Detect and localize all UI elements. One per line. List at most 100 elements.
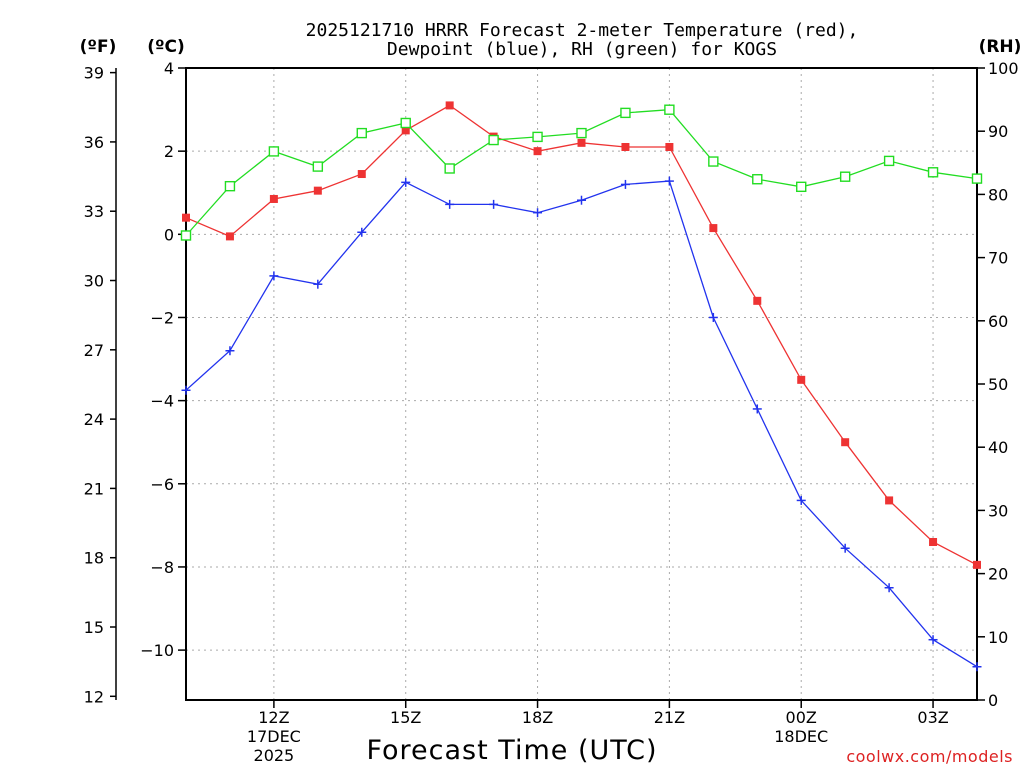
rh-point	[356, 127, 367, 139]
x-tick-label: 03Z	[917, 708, 948, 727]
rh-tick-label: 60	[988, 312, 1008, 331]
temperature-point	[665, 143, 674, 151]
watermark-text: coolwx.com/models	[846, 747, 1013, 766]
fahrenheit-tick-label: 24	[84, 410, 104, 429]
dewpoint-point	[577, 195, 586, 205]
temperature-point	[797, 375, 806, 384]
fahrenheit-tick-label: 12	[84, 687, 104, 706]
chart-title-line2: Dewpoint (blue), RH (green) for KOGS	[387, 39, 777, 60]
dewpoint-point	[401, 177, 411, 187]
temperature-point	[533, 147, 542, 156]
rh-point	[444, 163, 455, 174]
celsius-tick-label: 2	[164, 142, 174, 161]
fahrenheit-tick-label: 39	[84, 64, 104, 83]
rh-tick-label: 80	[988, 185, 1008, 204]
dewpoint-point	[489, 199, 499, 209]
fahrenheit-tick-label: 18	[84, 549, 104, 568]
fahrenheit-tick-label: 33	[84, 202, 104, 221]
fahrenheit-tick-label: 21	[84, 479, 104, 498]
dewpoint-point	[972, 662, 982, 672]
fahrenheit-tick-label: 36	[84, 133, 104, 152]
celsius-tick-label: −6	[150, 475, 174, 494]
temperature-point	[885, 496, 894, 505]
x-tick-label: 21Z	[654, 708, 685, 727]
temperature-point	[709, 224, 718, 233]
x-axis-label: Forecast Time (UTC)	[366, 735, 657, 766]
dewpoint-point	[928, 635, 938, 645]
dewpoint-point	[840, 543, 850, 553]
rh-point	[620, 107, 631, 119]
rh-point	[796, 181, 807, 193]
celsius-tick-label: 0	[164, 225, 174, 244]
celsius-tick-label: −2	[150, 308, 174, 327]
temperature-line	[185, 104, 978, 566]
grid-lines	[186, 68, 977, 700]
dewpoint-point	[796, 495, 806, 505]
rh-tick-label: 10	[988, 628, 1008, 647]
celsius-tick-label: −4	[150, 392, 174, 411]
temperature-point	[973, 560, 981, 569]
rh-tick-label: 90	[988, 122, 1008, 141]
rh-point	[927, 167, 939, 178]
rh-point	[752, 174, 763, 185]
data-series	[180, 101, 983, 672]
temperature-point	[313, 186, 322, 195]
rh-tick-label: 0	[988, 691, 998, 710]
rh-point	[400, 117, 411, 129]
unit-rh-label: (RH)	[979, 37, 1022, 57]
temperature-point	[269, 194, 278, 203]
temperature-point	[929, 538, 938, 546]
temperature-point	[357, 170, 366, 179]
dewpoint-point	[664, 176, 674, 186]
temperature-point	[621, 143, 630, 151]
temperature-point	[841, 438, 850, 447]
x-tick-date-label: 17DEC	[247, 727, 301, 746]
rh-point	[839, 171, 851, 182]
dewpoint-point	[181, 385, 191, 395]
series-dewpoint	[181, 176, 982, 672]
rh-tick-label: 50	[988, 375, 1008, 394]
dewpoint-point	[445, 199, 455, 209]
celsius-tick-label: 4	[164, 59, 174, 78]
temperature-point	[182, 213, 190, 222]
rh-point	[488, 134, 499, 146]
x-tick-label: 15Z	[390, 708, 421, 727]
rh-tick-label: 20	[988, 565, 1008, 584]
plot-frame	[185, 67, 978, 701]
x-tick-label: 12Z	[258, 708, 289, 727]
rh-point	[883, 155, 895, 167]
dewpoint-point	[225, 346, 235, 356]
temperature-point	[401, 126, 410, 135]
rh-point	[576, 127, 587, 139]
dewpoint-point	[620, 179, 630, 189]
dewpoint-point	[269, 271, 279, 281]
fahrenheit-tick-label: 27	[84, 341, 104, 360]
temperature-point	[225, 232, 234, 241]
x-tick-year-label: 2025	[254, 746, 295, 765]
fahrenheit-tick-label: 15	[84, 618, 104, 637]
celsius-tick-label: −8	[150, 558, 174, 577]
dewpoint-point	[708, 312, 718, 322]
rh-tick-label: 40	[988, 438, 1008, 457]
temperature-point	[445, 101, 454, 110]
unit-fahrenheit-label: (ºF)	[80, 37, 117, 57]
rh-tick-label: 30	[988, 501, 1008, 520]
rh-tick-label: 100	[988, 59, 1019, 78]
unit-celsius-label: (ºC)	[147, 37, 185, 57]
temperature-point	[577, 138, 586, 147]
rh-tick-label: 70	[988, 249, 1008, 268]
rh-point	[312, 161, 324, 172]
dewpoint-point	[357, 227, 367, 237]
dewpoint-point	[533, 208, 543, 218]
series-rh	[180, 104, 983, 241]
x-tick-date-label: 18DEC	[774, 727, 828, 746]
dewpoint-point	[884, 583, 894, 593]
dewpoint-point	[752, 404, 762, 414]
temperature-point	[753, 296, 762, 305]
rh-point	[180, 230, 192, 241]
dewpoint-point	[313, 279, 323, 289]
chart-title-line1: 2025121710 HRRR Forecast 2-meter Tempera…	[306, 20, 859, 41]
celsius-tick-label: −10	[140, 641, 174, 660]
